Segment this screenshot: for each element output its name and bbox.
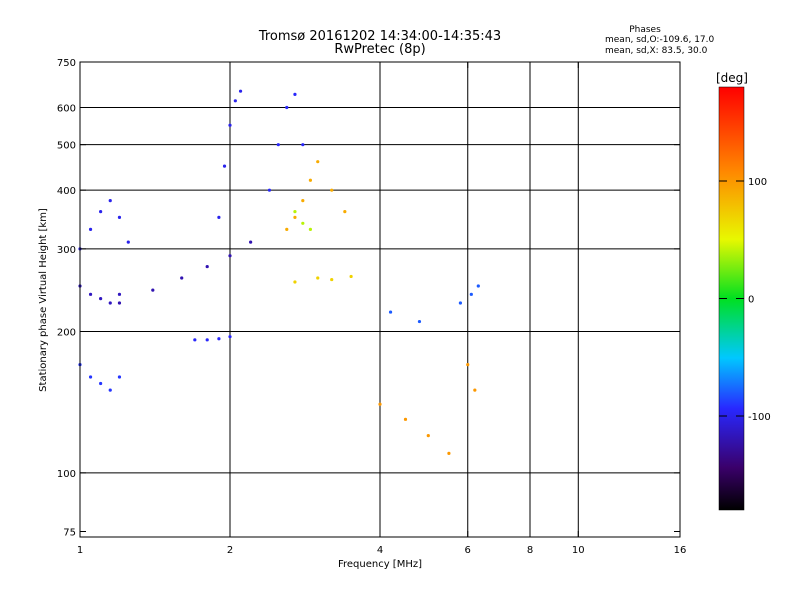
colorbar-tick-label: 100 [748, 177, 767, 188]
y-tick-label: 400 [57, 186, 76, 197]
y-tick-label: 100 [57, 469, 76, 480]
data-point [330, 188, 334, 192]
data-point [285, 105, 289, 110]
data-point [293, 215, 297, 219]
chart-subtitle: RwPretec (8p) [334, 42, 425, 57]
data-point [417, 319, 422, 324]
data-point [426, 434, 430, 438]
grid-layer [80, 62, 680, 537]
y-tick-label: 500 [57, 141, 76, 152]
data-point [117, 215, 122, 219]
x-tick-label: 16 [674, 545, 687, 556]
x-tick-label: 8 [527, 545, 533, 556]
x-tick-label: 2 [227, 545, 233, 556]
data-point [238, 89, 243, 93]
data-point [316, 160, 320, 164]
stats-heading: Phases [629, 25, 661, 35]
x-axis-ticks: 1 2 4 6 8 10 16 [77, 62, 687, 556]
data-point [343, 210, 347, 214]
data-point [99, 210, 103, 214]
data-point [117, 292, 122, 296]
data-point [458, 301, 463, 305]
data-point [117, 301, 122, 305]
data-point [205, 338, 209, 342]
data-point [222, 164, 227, 168]
data-point [88, 375, 93, 379]
data-point [469, 292, 473, 296]
data-point [466, 363, 470, 367]
data-point [217, 215, 221, 219]
y-axis-ticks: 75 100 200 300 400 500 600 750 [57, 58, 680, 538]
data-point [233, 99, 237, 103]
data-point [228, 254, 232, 258]
colorbar-label: [deg] [716, 71, 748, 85]
data-point [473, 388, 477, 392]
data-point [316, 276, 320, 280]
data-point [308, 178, 313, 182]
data-point [88, 227, 93, 231]
data-point [293, 210, 297, 214]
stats-line-x: mean, sd,X: 83.5, 30.0 [605, 46, 708, 56]
data-point [301, 221, 305, 225]
data-point [205, 264, 209, 269]
y-tick-label: 300 [57, 245, 76, 256]
data-point [217, 337, 221, 341]
data-point [249, 240, 253, 244]
data-point [388, 310, 393, 314]
data-point [301, 143, 305, 147]
data-point [126, 240, 130, 244]
colorbar-tick-label: 0 [748, 295, 754, 306]
data-point [301, 199, 305, 203]
y-tick-label: 75 [63, 527, 76, 538]
data-point [293, 92, 297, 96]
data-point [108, 388, 112, 392]
x-tick-label: 4 [377, 545, 383, 556]
data-point [293, 280, 297, 284]
colorbar-tick-label: -100 [748, 412, 771, 423]
chart-title: Tromsø 20161202 14:34:00-14:35:43 [258, 29, 501, 44]
data-point [378, 402, 382, 406]
colorbar-ticks: -100 0 100 [719, 177, 771, 423]
y-axis-label: Stationary phase Virtual Height [km] [38, 208, 49, 392]
data-point [276, 143, 280, 147]
x-tick-label: 10 [572, 545, 585, 556]
data-point [108, 301, 112, 305]
data-point [330, 277, 334, 282]
x-tick-label: 6 [465, 545, 471, 556]
stats-line-o: mean, sd,O:-109.6, 17.0 [605, 35, 715, 45]
data-point [308, 227, 313, 231]
data-point [349, 274, 353, 279]
x-axis-label: Frequency [MHz] [338, 559, 422, 570]
y-tick-label: 750 [57, 58, 76, 69]
data-point [117, 375, 122, 379]
data-point [88, 292, 93, 296]
data-point [476, 284, 480, 288]
data-point [285, 227, 289, 231]
data-point [228, 123, 232, 127]
data-point [151, 288, 155, 292]
data-point [447, 451, 451, 455]
x-tick-label: 1 [77, 545, 83, 556]
data-point [108, 199, 112, 203]
data-point [267, 188, 272, 192]
data-point [228, 335, 232, 339]
data-point [99, 381, 103, 386]
y-tick-label: 600 [57, 103, 76, 114]
data-point [193, 338, 197, 342]
data-point [99, 297, 103, 301]
data-point [403, 417, 408, 421]
data-point [180, 276, 184, 280]
y-tick-label: 200 [57, 328, 76, 339]
